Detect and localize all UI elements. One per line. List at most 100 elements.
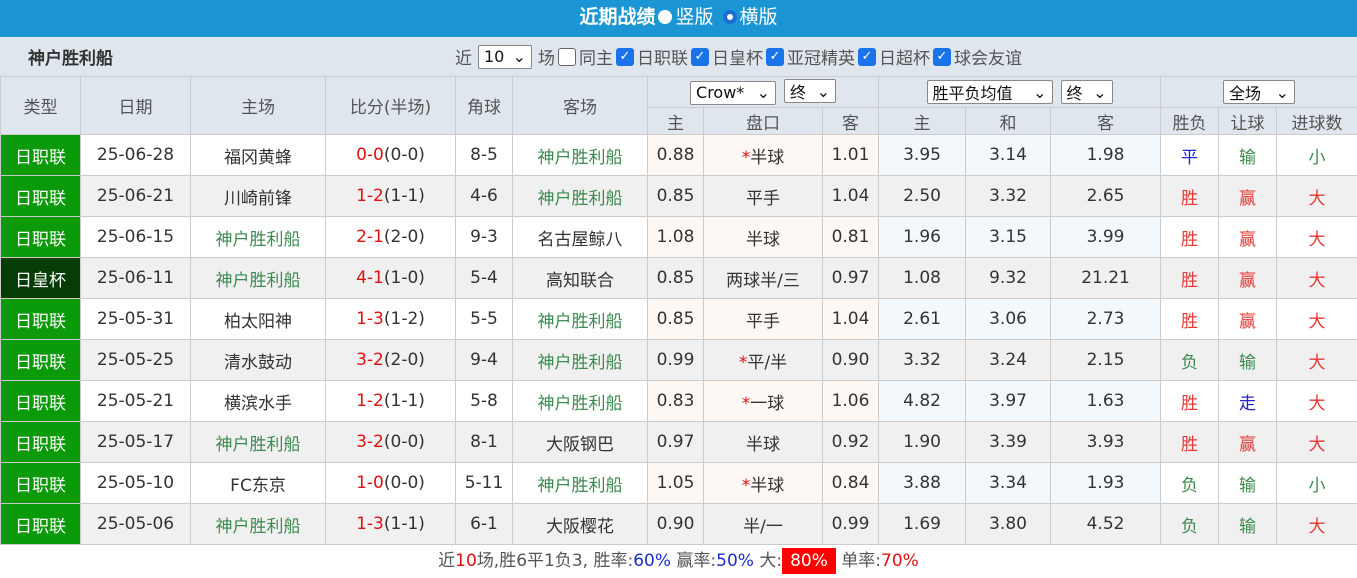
odds-header: Crow*⌄ 终⌄ <box>648 77 879 108</box>
away-team[interactable]: 高知联合 <box>513 258 648 299</box>
star-mark: * <box>742 394 751 414</box>
eu-away-odds: 21.21 <box>1051 258 1161 299</box>
cover-rate: 50% <box>716 551 754 571</box>
eu-home-odds: 1.96 <box>879 217 966 258</box>
goals-result: 大 <box>1277 340 1357 381</box>
handicap-result: 输 <box>1219 504 1277 545</box>
away-team[interactable]: 名古屋鲸八 <box>513 217 648 258</box>
filter-checkbox[interactable]: ✓ <box>933 48 951 66</box>
eu-stage-value: 终 <box>1067 80 1083 104</box>
filter-checkbox[interactable]: ✓ <box>616 48 634 66</box>
summary-count: 10 <box>455 551 477 571</box>
chevron-down-icon: ⌄ <box>1093 83 1106 102</box>
home-team[interactable]: FC东京 <box>191 463 326 504</box>
match-type[interactable]: 日职联 <box>1 135 81 176</box>
home-team[interactable]: 福冈黄蜂 <box>191 135 326 176</box>
chevron-down-icon: ⌄ <box>757 83 770 102</box>
team-name: 神户胜利船 <box>28 44 113 69</box>
match-type[interactable]: 日职联 <box>1 381 81 422</box>
eu-stage-select[interactable]: 终⌄ <box>1061 80 1113 104</box>
score: 2-1(2-0) <box>326 217 456 258</box>
away-team[interactable]: 神户胜利船 <box>513 340 648 381</box>
summary-text: 大: <box>754 551 782 571</box>
col-ah-line: 盘口 <box>704 108 823 135</box>
home-team[interactable]: 神户胜利船 <box>191 258 326 299</box>
filter-checkbox[interactable] <box>558 48 576 66</box>
ah-line-value: 半球 <box>746 230 780 250</box>
eu-draw-odds: 3.34 <box>966 463 1051 504</box>
filter-checkbox[interactable]: ✓ <box>858 48 876 66</box>
eu-home-odds: 1.90 <box>879 422 966 463</box>
home-team[interactable]: 神户胜利船 <box>191 217 326 258</box>
result: 胜 <box>1161 381 1219 422</box>
away-team[interactable]: 大阪樱花 <box>513 504 648 545</box>
eu-type-select[interactable]: 胜平负均值⌄ <box>927 80 1053 104</box>
corners: 5-5 <box>456 299 513 340</box>
goals-result: 大 <box>1277 299 1357 340</box>
match-type[interactable]: 日职联 <box>1 340 81 381</box>
away-team[interactable]: 神户胜利船 <box>513 135 648 176</box>
eu-draw-odds: 3.24 <box>966 340 1051 381</box>
match-type[interactable]: 日职联 <box>1 422 81 463</box>
col-date: 日期 <box>81 77 191 135</box>
title-bar: 近期战绩竖版 横版 <box>0 0 1357 37</box>
match-date: 25-06-28 <box>81 135 191 176</box>
score: 1-2(1-1) <box>326 381 456 422</box>
ah-line: *半球 <box>704 463 823 504</box>
ah-line-value: 平/半 <box>747 353 787 373</box>
match-count-select[interactable]: 10⌄ <box>478 45 532 69</box>
filter-checkbox[interactable]: ✓ <box>766 48 784 66</box>
ah-home-odds: 0.85 <box>648 176 704 217</box>
eu-away-odds: 2.73 <box>1051 299 1161 340</box>
radio-horizontal[interactable] <box>723 10 737 24</box>
match-type[interactable]: 日职联 <box>1 217 81 258</box>
away-team[interactable]: 神户胜利船 <box>513 463 648 504</box>
ah-home-odds: 1.05 <box>648 463 704 504</box>
score: 1-0(0-0) <box>326 463 456 504</box>
away-team[interactable]: 大阪钢巴 <box>513 422 648 463</box>
away-team[interactable]: 神户胜利船 <box>513 176 648 217</box>
eu-away-odds: 2.15 <box>1051 340 1161 381</box>
match-type[interactable]: 日皇杯 <box>1 258 81 299</box>
home-team[interactable]: 清水鼓动 <box>191 340 326 381</box>
period-select[interactable]: 全场⌄ <box>1223 80 1295 104</box>
ah-line-value: 半球 <box>746 435 780 455</box>
eu-draw-odds: 3.06 <box>966 299 1051 340</box>
away-team[interactable]: 神户胜利船 <box>513 381 648 422</box>
ah-line: *半球 <box>704 135 823 176</box>
full-score: 1-2 <box>356 186 384 206</box>
table-row: 日职联 25-05-06 神户胜利船 1-3(1-1) 6-1 大阪樱花 0.9… <box>1 504 1357 545</box>
home-team[interactable]: 柏太阳神 <box>191 299 326 340</box>
home-team[interactable]: 神户胜利船 <box>191 422 326 463</box>
score: 1-3(1-2) <box>326 299 456 340</box>
match-type[interactable]: 日职联 <box>1 504 81 545</box>
score: 4-1(1-0) <box>326 258 456 299</box>
match-date: 25-05-10 <box>81 463 191 504</box>
chevron-down-icon: ⌄ <box>1033 83 1046 102</box>
handicap-result: 赢 <box>1219 176 1277 217</box>
match-type[interactable]: 日职联 <box>1 463 81 504</box>
away-team[interactable]: 神户胜利船 <box>513 299 648 340</box>
win-rate: 60% <box>633 551 671 571</box>
match-type[interactable]: 日职联 <box>1 176 81 217</box>
ah-line-value: 平手 <box>746 312 780 332</box>
full-score: 3-2 <box>356 350 384 370</box>
odds-stage-select[interactable]: 终⌄ <box>784 79 836 103</box>
full-score: 1-3 <box>356 514 384 534</box>
half-score: (0-0) <box>384 432 425 452</box>
table-row: 日职联 25-06-15 神户胜利船 2-1(2-0) 9-3 名古屋鲸八 1.… <box>1 217 1357 258</box>
star-mark: * <box>742 148 751 168</box>
ah-away-odds: 0.99 <box>823 504 879 545</box>
home-team[interactable]: 横滨水手 <box>191 381 326 422</box>
eu-away-odds: 3.99 <box>1051 217 1161 258</box>
home-team[interactable]: 神户胜利船 <box>191 504 326 545</box>
filter-checkbox-label: 同主 <box>579 44 613 69</box>
company-select[interactable]: Crow*⌄ <box>690 81 776 105</box>
home-team[interactable]: 川崎前锋 <box>191 176 326 217</box>
result: 胜 <box>1161 299 1219 340</box>
radio-vertical[interactable] <box>658 10 672 24</box>
col-ah-home: 主 <box>648 108 704 135</box>
filter-checkbox[interactable]: ✓ <box>691 48 709 66</box>
score: 0-0(0-0) <box>326 135 456 176</box>
match-type[interactable]: 日职联 <box>1 299 81 340</box>
